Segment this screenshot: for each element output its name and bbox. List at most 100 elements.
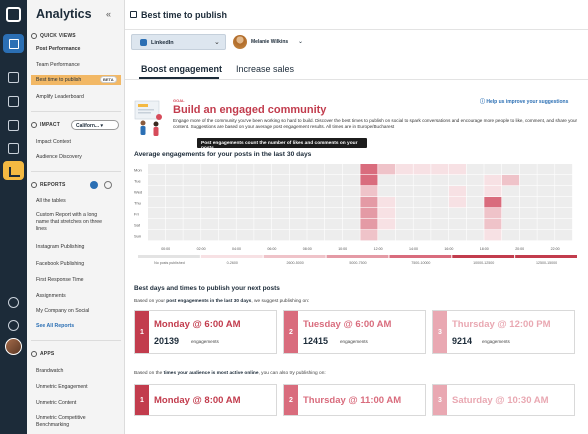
heatmap-cell	[236, 230, 254, 241]
heatmap-cell	[537, 219, 555, 230]
see-all-reports-link[interactable]: See All Reports	[36, 323, 75, 329]
sidebar-item-report[interactable]: name that stretches on three	[36, 219, 103, 225]
add-report-icon[interactable]	[90, 181, 98, 189]
banner-title: Build an engaged community	[173, 104, 327, 116]
heatmap-cell	[448, 230, 466, 241]
sidebar-item-app[interactable]: Unmetric Content	[36, 400, 77, 406]
audience-time-card[interactable]: 2 Thursday @ 11:00 AM	[283, 384, 426, 416]
sidebar-item-post-performance[interactable]: Post Performance	[36, 46, 81, 52]
audience-time-card[interactable]: 1 Monday @ 8:00 AM	[134, 384, 277, 416]
help-icon[interactable]	[8, 320, 19, 331]
heatmap-cell	[289, 219, 307, 230]
sidebar-item-app[interactable]: Unmetric Competitive	[36, 415, 86, 421]
sidebar-item-app[interactable]: Brandwatch	[36, 368, 64, 374]
heatmap-cell	[342, 219, 360, 230]
reports-heading: REPORTS	[31, 182, 66, 188]
heatmap-cell	[519, 208, 537, 219]
tab-boost-engagement[interactable]: Boost engagement	[141, 64, 223, 74]
heatmap-col-label: 00:00	[161, 247, 170, 251]
beta-badge: BETA	[100, 76, 117, 83]
heatmap-cell	[555, 230, 573, 241]
legend-swatch	[200, 255, 263, 258]
heatmap-cell	[555, 208, 573, 219]
dashboard-icon[interactable]	[8, 72, 19, 83]
heatmap-cell	[395, 208, 413, 219]
sidebar-item-team-performance[interactable]: Team Performance	[36, 62, 80, 68]
assignments-icon[interactable]	[8, 143, 19, 154]
heatmap-cell	[201, 208, 219, 219]
heatmap-cell	[502, 164, 520, 175]
tab-increase-sales[interactable]: Increase sales	[236, 64, 295, 74]
impact-select[interactable]: Californ... ▾	[71, 120, 119, 130]
hootsuite-logo-icon[interactable]	[6, 7, 21, 22]
heatmap-cell	[271, 164, 289, 175]
best-time-card[interactable]: 1 Monday @ 6:00 AM 20139 engagements	[134, 310, 277, 354]
heatmap-cell	[466, 186, 484, 197]
heatmap-cell	[413, 219, 431, 230]
heatmap-col-label: 02:00	[197, 247, 206, 251]
sidebar-item-report[interactable]: All the tables	[36, 198, 66, 204]
heatmap-cell	[289, 186, 307, 197]
best-times-subtitle: Based on your post engagements in the la…	[134, 299, 310, 304]
heatmap-cell	[325, 164, 343, 175]
sidebar-item-report[interactable]: Instagram Publishing	[36, 244, 85, 250]
sidebar-item-report[interactable]: Assignments	[36, 293, 66, 299]
heatmap-row-label: Tue	[134, 179, 142, 184]
heatmap-cell	[395, 186, 413, 197]
calendar-icon	[130, 11, 137, 18]
legend-label: 10000-12500	[473, 261, 494, 265]
sidebar-item-app[interactable]: Benchmarking	[36, 422, 70, 428]
legend-swatch	[515, 255, 577, 258]
heatmap-col-label: 10:00	[338, 247, 347, 251]
network-select[interactable]: LinkedIn ⌄	[131, 34, 226, 50]
sidebar-item-report[interactable]: Custom Report with a long	[36, 212, 98, 218]
heatmap-cell	[519, 186, 537, 197]
profile-avatar[interactable]	[5, 338, 22, 355]
collapse-sidebar-icon[interactable]: «	[106, 9, 112, 19]
calendar-icon[interactable]	[8, 96, 19, 107]
heatmap-cell	[271, 186, 289, 197]
help-improve-link[interactable]: ⓘ Help us improve your suggestions	[480, 99, 569, 105]
heatmap-cell	[413, 208, 431, 219]
heatmap-cell	[519, 164, 537, 175]
sidebar-item-best-time[interactable]: Best time to publish	[31, 75, 121, 85]
analytics-icon[interactable]	[3, 161, 24, 180]
heatmap-cell	[342, 230, 360, 241]
engagement-heatmap: Mon Tue Wed Thu Fri Sat Sun 00:00 02:00 04:00 06:0…	[134, 164, 577, 265]
inbox-icon[interactable]	[8, 120, 19, 131]
heatmap-cell	[236, 186, 254, 197]
sidebar-item-amplify[interactable]: Amplify Leaderboard	[36, 94, 84, 100]
engagement-count: 9214	[452, 336, 473, 346]
sidebar-item-impact-context[interactable]: Impact Context	[36, 139, 71, 145]
best-time-card[interactable]: 3 Thursday @ 12:00 PM 9214 engagements	[432, 310, 575, 354]
rank-badge: 3	[433, 311, 447, 353]
sidebar-item-report[interactable]: My Company on Social	[36, 308, 90, 314]
heatmap-cell	[448, 197, 466, 208]
heatmap-cell	[378, 230, 396, 241]
legend-label: 12500-15000	[536, 261, 557, 265]
impact-heading: IMPACT	[31, 122, 60, 128]
heatmap-cell	[148, 208, 166, 219]
sidebar-item-app[interactable]: Unmetric Engagement	[36, 384, 88, 390]
sidebar-item-report[interactable]: lines	[36, 226, 47, 232]
heatmap-cell	[519, 219, 537, 230]
user-select[interactable]: Melanie Wilkins ⌄	[231, 34, 307, 50]
sidebar-item-audience-discovery[interactable]: Audience Discovery	[36, 154, 82, 160]
heatmap-cell	[413, 175, 431, 186]
heatmap-cell	[148, 230, 166, 241]
heatmap-cell	[201, 175, 219, 186]
engagement-unit: engagements	[340, 339, 368, 344]
heatmap-col-label: 20:00	[515, 247, 524, 251]
best-time-card[interactable]: 2 Tuesday @ 6:00 AM 12415 engagements	[283, 310, 426, 354]
legend-swatch	[452, 255, 515, 258]
heatmap-cell	[325, 230, 343, 241]
notifications-icon[interactable]	[8, 297, 19, 308]
heatmap-title: Average engagements for your posts in th…	[134, 151, 312, 158]
report-settings-icon[interactable]	[104, 181, 112, 189]
help-icon: ⓘ	[480, 99, 487, 105]
audience-time-card[interactable]: 3 Saturday @ 10:30 AM	[432, 384, 575, 416]
sidebar-item-report[interactable]: First Response Time	[36, 277, 84, 283]
compose-icon[interactable]	[3, 34, 24, 53]
linkedin-icon	[140, 39, 147, 46]
sidebar-item-report[interactable]: Facebook Publishing	[36, 261, 85, 267]
